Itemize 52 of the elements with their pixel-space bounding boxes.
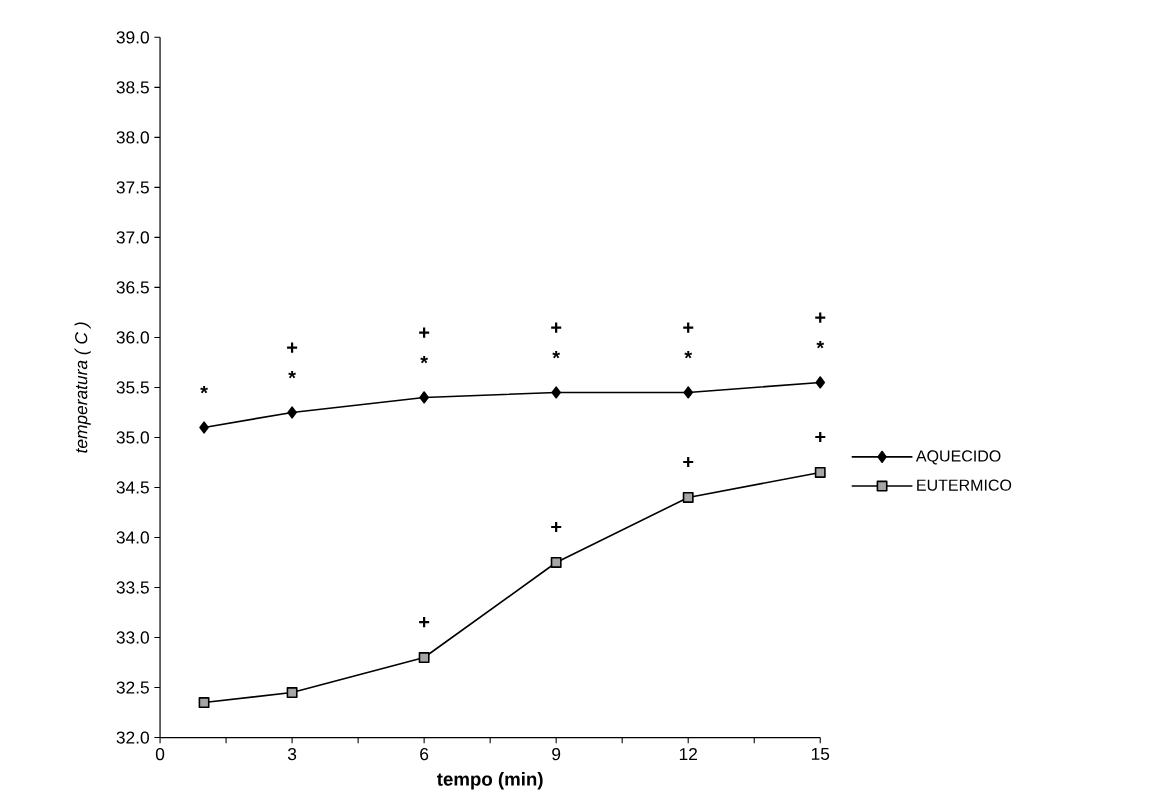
- y-tick-label: 32.5: [116, 681, 149, 694]
- point: [682, 492, 694, 503]
- y-tick-label: 38.5: [116, 81, 149, 94]
- annotation: *: [200, 385, 208, 394]
- point: [287, 406, 297, 419]
- y-tick-label: 37.5: [116, 181, 149, 194]
- y-tick-label: 39.0: [116, 31, 149, 44]
- annotation: +: [551, 521, 562, 533]
- legend-label: EUTERMICO: [917, 479, 1012, 491]
- y-tick-label: 36.0: [116, 331, 149, 344]
- x-axis-title: tempo (min): [436, 772, 543, 790]
- point: [418, 652, 430, 664]
- y-tick-label: 35.5: [116, 381, 149, 394]
- annotation: *: [288, 370, 296, 379]
- y-tick-label: 38.0: [116, 131, 149, 144]
- point: [683, 386, 694, 399]
- annotation: +: [287, 342, 298, 353]
- point: [286, 687, 298, 699]
- point: [815, 376, 826, 389]
- x-tick-label: 9: [552, 747, 561, 761]
- annotation: +: [551, 322, 562, 333]
- annotation: +: [683, 456, 694, 468]
- y-tick-label: 36.5: [116, 281, 149, 294]
- annotation: +: [683, 322, 694, 333]
- y-axis-title: temperatura ( C ): [74, 322, 91, 453]
- legend-label: AQUECIDO: [915, 450, 1001, 465]
- point: [550, 557, 562, 568]
- annotation: +: [419, 327, 430, 338]
- y-tick-label: 32.0: [116, 731, 149, 744]
- x-tick-label: 0: [155, 747, 165, 761]
- x-tick-label: 6: [420, 747, 429, 761]
- point: [551, 386, 561, 399]
- y-tick-label: 37.0: [116, 231, 149, 244]
- x-tick-label: 12: [679, 747, 697, 761]
- annotation: *: [684, 350, 693, 359]
- y-tick-label: 34.5: [116, 481, 149, 494]
- point: [198, 697, 210, 709]
- annotation: +: [815, 431, 826, 443]
- y-tick-label: 33.0: [116, 631, 149, 644]
- point: [199, 421, 209, 434]
- x-tick-label: 15: [811, 747, 830, 761]
- annotation: *: [816, 340, 825, 349]
- annotation: *: [420, 355, 428, 364]
- annotation: +: [815, 312, 826, 323]
- y-tick-label: 33.5: [116, 581, 149, 594]
- annotation: *: [552, 350, 561, 359]
- point: [814, 467, 826, 478]
- y-tick-label: 35.0: [116, 431, 149, 444]
- y-tick-label: 34.0: [116, 531, 149, 544]
- point: [419, 391, 429, 404]
- x-tick-label: 3: [287, 747, 297, 761]
- annotation: +: [419, 617, 430, 628]
